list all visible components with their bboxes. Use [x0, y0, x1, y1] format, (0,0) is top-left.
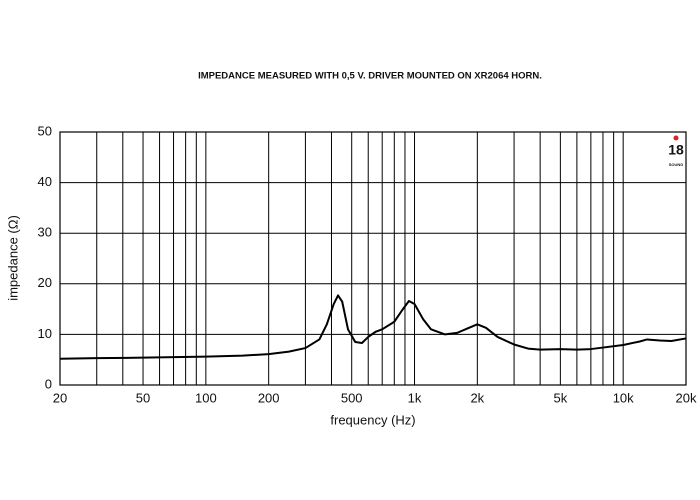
- x-tick-label: 10k: [613, 390, 634, 405]
- y-tick-label: 20: [38, 275, 52, 290]
- x-axis-label: frequency (Hz): [330, 412, 415, 427]
- y-tick-label: 30: [38, 225, 52, 240]
- y-axis-label: impedance (Ω): [5, 215, 20, 301]
- impedance-curve: [59, 294, 687, 360]
- x-tick-label: 50: [136, 390, 150, 405]
- x-tick-label: 5k: [554, 390, 568, 405]
- y-tick-label: 10: [38, 326, 52, 341]
- logo: 18: [668, 142, 684, 158]
- logo-dot: [673, 135, 679, 141]
- x-tick-label: 2k: [470, 390, 484, 405]
- x-tick-label: 1k: [408, 390, 422, 405]
- x-tick-label: 20: [53, 390, 67, 405]
- y-tick-label: 50: [38, 123, 52, 138]
- x-tick-label: 100: [195, 390, 217, 405]
- y-tick-label: 40: [38, 174, 52, 189]
- chart-title: IMPEDANCE MEASURED WITH 0,5 V. DRIVER MO…: [198, 71, 542, 82]
- x-tick-label: 500: [341, 390, 363, 405]
- y-tick-label: 0: [45, 376, 52, 391]
- x-tick-label: 20k: [676, 390, 697, 405]
- plot-frame: [59, 131, 687, 386]
- x-tick-label: 200: [258, 390, 280, 405]
- logo-sub: SOUND: [669, 162, 684, 167]
